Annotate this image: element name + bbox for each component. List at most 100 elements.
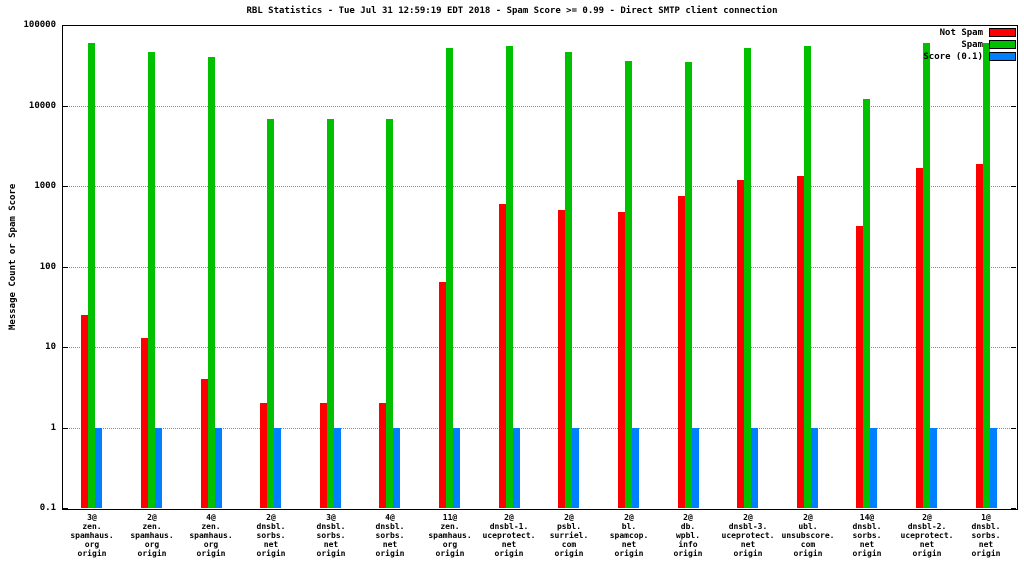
gridline [62,186,1016,187]
bar-not-spam [260,403,267,508]
bar-not-spam [201,379,208,508]
y-tick-mark [63,508,68,509]
y-tick-label: 100 [39,262,56,272]
bar-not-spam [797,176,804,508]
y-tick-mark [63,25,68,26]
gridline [62,106,1016,107]
bar-not-spam [618,212,625,508]
x-category-label: 3@ zen. spamhaus. org origin [70,513,114,558]
gridline [62,347,1016,348]
y-tick-label: 100000 [23,20,56,30]
bar-score-0-1- [95,428,102,508]
y-tick-mark [63,186,68,187]
bar-spam [565,52,572,508]
y-tick-mark [63,347,68,348]
y-tick-label: 10 [45,342,56,352]
x-category-label: 4@ zen. spamhaus. org origin [189,513,233,558]
y-tick-mark [1011,267,1016,268]
bar-score-0-1- [453,428,460,508]
bar-spam [506,46,513,508]
y-tick-label: 1 [50,423,56,433]
bar-score-0-1- [215,428,222,508]
x-category-label: 2@ dnsbl. sorbs. net origin [256,513,286,558]
y-tick-mark [1011,25,1016,26]
x-category-label: 2@ dnsbl-3. uceprotect. net origin [721,513,775,558]
bar-spam [923,43,930,508]
y-tick-label: 10000 [28,101,56,111]
legend-entry: Not Spam [923,27,1016,38]
bar-not-spam [439,282,446,508]
plot-area-border [62,25,1018,510]
x-category-label: 2@ ubl. unsubscore. com origin [781,513,835,558]
bar-score-0-1- [274,428,281,508]
chart-title: RBL Statistics - Tue Jul 31 12:59:19 EDT… [246,6,778,16]
legend: Not Spam Spam Score (0.1) [923,27,1016,63]
bar-score-0-1- [632,428,639,508]
bar-score-0-1- [155,428,162,508]
x-category-label: 2@ bl. spamcop. net origin [609,513,649,558]
bar-not-spam [678,196,685,508]
y-axis-label: Message Count or Spam Score [8,183,18,330]
y-tick-mark [63,106,68,107]
bar-not-spam [976,164,983,508]
bar-not-spam [81,315,88,508]
gridline [62,428,1016,429]
bar-not-spam [379,403,386,508]
bar-not-spam [856,226,863,508]
bar-spam [267,119,274,508]
y-tick-mark [63,428,68,429]
gridline [62,267,1016,268]
y-tick-mark [1011,106,1016,107]
bar-score-0-1- [870,428,877,508]
x-category-label: 2@ db. wpbl. info origin [673,513,703,558]
x-category-label: 3@ dnsbl. sorbs. net origin [316,513,346,558]
y-tick-mark [63,267,68,268]
bar-score-0-1- [334,428,341,508]
bar-spam [744,48,751,508]
x-category-label: 2@ zen. spamhaus. org origin [130,513,174,558]
bar-spam [148,52,155,508]
bar-score-0-1- [572,428,579,508]
x-category-label: 4@ dnsbl. sorbs. net origin [375,513,405,558]
bar-score-0-1- [513,428,520,508]
bar-not-spam [141,338,148,508]
bar-spam [863,99,870,508]
bar-spam [685,62,692,508]
bar-not-spam [320,403,327,508]
x-category-label: 11@ zen. spamhaus. org origin [428,513,472,558]
y-tick-mark [1011,508,1016,509]
y-tick-mark [1011,186,1016,187]
legend-entry: Spam [923,39,1016,50]
bar-score-0-1- [930,428,937,508]
x-category-label: 1@ dnsbl. sorbs. net origin [971,513,1001,558]
bar-spam [446,48,453,508]
legend-entry: Score (0.1) [923,51,1016,62]
x-category-label: 2@ psbl. surriel. com origin [549,513,589,558]
x-category-label: 2@ dnsbl-2. uceprotect. net origin [900,513,954,558]
bar-spam [804,46,811,508]
bar-spam [327,119,334,508]
legend-label: Spam [961,39,983,50]
x-category-label: 2@ dnsbl-1. uceprotect. net origin [482,513,536,558]
x-category-label: 14@ dnsbl. sorbs. net origin [852,513,882,558]
bar-spam [208,57,215,508]
y-tick-mark [1011,428,1016,429]
y-tick-label: 1000 [34,181,56,191]
legend-label: Score (0.1) [923,51,983,62]
bar-score-0-1- [692,428,699,508]
bar-not-spam [499,204,506,508]
bar-score-0-1- [393,428,400,508]
legend-swatch [989,40,1016,49]
bar-not-spam [558,210,565,508]
bar-score-0-1- [811,428,818,508]
bar-score-0-1- [751,428,758,508]
bar-not-spam [916,168,923,508]
legend-label: Not Spam [939,27,983,38]
bar-not-spam [737,180,744,508]
bar-spam [983,43,990,508]
bar-spam [88,43,95,508]
y-tick-mark [1011,347,1016,348]
legend-swatch [989,52,1016,61]
y-tick-label: 0.1 [39,503,56,513]
